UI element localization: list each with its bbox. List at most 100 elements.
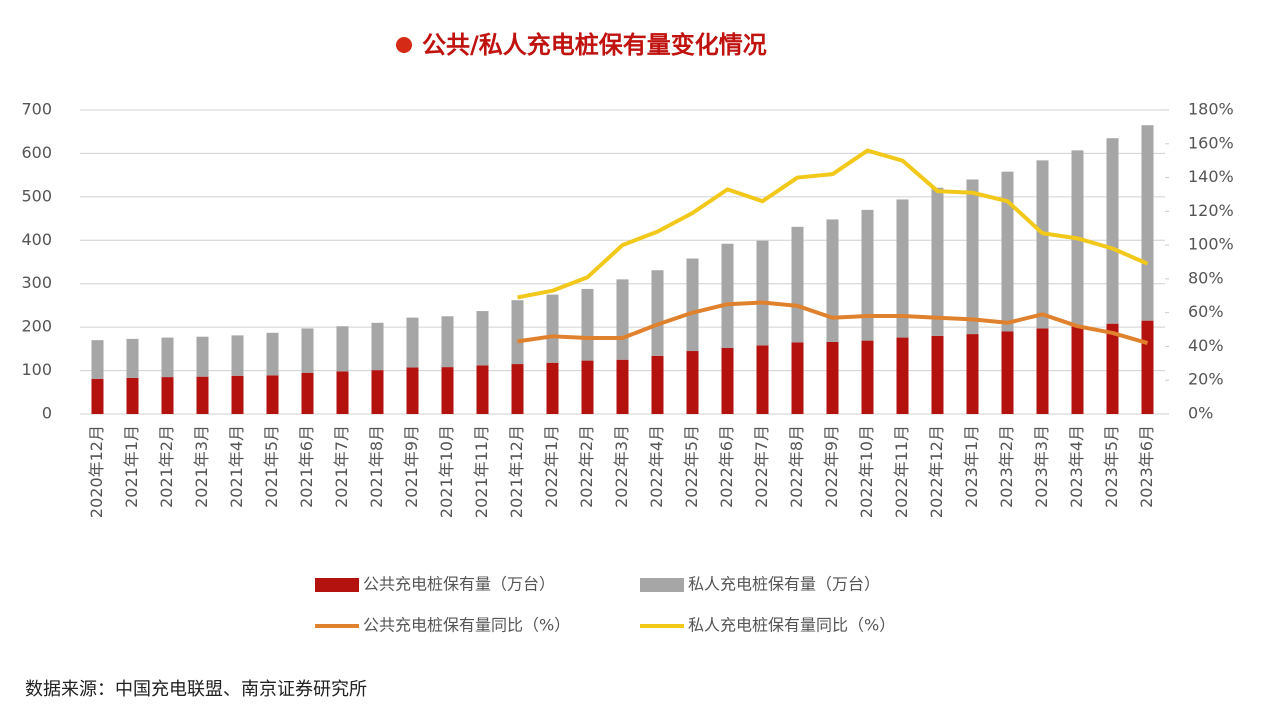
- bar: [1141, 125, 1154, 321]
- y-tick-label: 100: [21, 360, 52, 379]
- bar: [966, 179, 979, 335]
- bar: [161, 337, 174, 378]
- y2-tick-label: 40%: [1188, 336, 1224, 355]
- legend-label: 公共充电桩保有量同比（%）: [363, 616, 570, 635]
- bar: [546, 294, 559, 363]
- x-tick-label: 2022年1月: [542, 425, 561, 508]
- x-tick-label: 2023年4月: [1067, 425, 1086, 508]
- legend-label: 私人充电桩保有量同比（%）: [688, 616, 895, 635]
- bar: [931, 335, 944, 414]
- x-tick-label: 2022年10月: [857, 425, 876, 518]
- bar: [1106, 138, 1119, 324]
- x-tick-label: 2022年6月: [717, 425, 736, 508]
- bar: [791, 226, 804, 343]
- bar: [336, 371, 349, 414]
- x-tick-label: 2022年5月: [682, 425, 701, 508]
- bar: [581, 360, 594, 414]
- y-tick-label: 0: [42, 404, 52, 423]
- bar: [616, 279, 629, 360]
- x-tick-label: 2022年9月: [822, 425, 841, 508]
- bar: [301, 328, 314, 373]
- bar: [651, 355, 664, 414]
- bar: [511, 300, 524, 365]
- bar: [231, 375, 244, 414]
- x-tick-label: 2021年11月: [472, 425, 491, 518]
- bar: [826, 341, 839, 414]
- source: 数据来源：中国充电联盟、南京证券研究所: [25, 679, 367, 700]
- bar: [966, 334, 979, 414]
- bar: [721, 347, 734, 414]
- bar: [266, 332, 279, 376]
- y-tick-label: 600: [21, 143, 52, 162]
- x-tick-label: 2021年4月: [227, 425, 246, 508]
- bar: [371, 370, 384, 414]
- bar: [126, 377, 139, 414]
- bar: [511, 364, 524, 414]
- x-tick-label: 2022年8月: [787, 425, 806, 508]
- x-tick-label: 2021年9月: [402, 425, 421, 508]
- bar: [896, 337, 909, 414]
- x-tick-label: 2023年2月: [997, 425, 1016, 508]
- x-tick-label: 2023年3月: [1032, 425, 1051, 508]
- bar: [686, 258, 699, 352]
- bar: [896, 199, 909, 338]
- line: [517, 148, 1149, 300]
- bar: [126, 338, 139, 378]
- x-tick-label: 2022年2月: [577, 425, 596, 508]
- y-tick-label: 300: [21, 273, 52, 292]
- x-tick-label: 2021年12月: [507, 425, 526, 518]
- legend-swatch: [640, 578, 684, 592]
- bar: [441, 367, 454, 414]
- bar: [266, 375, 279, 414]
- bar: [756, 345, 769, 414]
- bar: [476, 311, 489, 366]
- bar: [931, 187, 944, 336]
- y2-tick-label: 140%: [1188, 167, 1234, 186]
- y2-tick-label: 180%: [1188, 100, 1234, 119]
- bar: [301, 372, 314, 414]
- x-tick-label: 2022年3月: [612, 425, 631, 508]
- x-tick-label: 2021年2月: [157, 425, 176, 508]
- y2-tick-label: 100%: [1188, 235, 1234, 254]
- bar: [1141, 320, 1154, 414]
- bar: [406, 367, 419, 414]
- x-tick-label: 2021年5月: [262, 425, 281, 508]
- y2-tick-label: 60%: [1188, 302, 1224, 321]
- x-tick-label: 2021年7月: [332, 425, 351, 508]
- line: [517, 300, 1149, 345]
- x-tick-label: 2021年6月: [297, 425, 316, 508]
- y2-tick-label: 160%: [1188, 133, 1234, 152]
- bar: [371, 322, 384, 371]
- bar: [196, 376, 209, 414]
- bar: [791, 342, 804, 414]
- x-tick-label: 2023年1月: [962, 425, 981, 508]
- x-tick-label: 2022年4月: [647, 425, 666, 508]
- y-tick-label: 700: [21, 100, 52, 119]
- x-tick-label: 2021年8月: [367, 425, 386, 508]
- bar: [196, 336, 209, 377]
- bar: [616, 359, 629, 414]
- bar: [91, 340, 104, 379]
- bar: [1036, 328, 1049, 414]
- bar: [161, 377, 174, 414]
- bar: [581, 288, 594, 361]
- bar: [441, 316, 454, 368]
- y-tick-label: 500: [21, 186, 52, 205]
- bar: [651, 270, 664, 356]
- x-tick-label: 2022年11月: [892, 425, 911, 518]
- bar: [336, 326, 349, 372]
- x-tick-label: 2021年10月: [437, 425, 456, 518]
- x-tick-label: 2021年1月: [122, 425, 141, 508]
- x-tick-label: 2020年12月: [87, 425, 106, 518]
- legend-label: 私人充电桩保有量（万台）: [688, 575, 880, 594]
- bar: [1071, 326, 1084, 414]
- bar: [756, 240, 769, 346]
- legend-swatch: [315, 578, 359, 592]
- y2-tick-label: 120%: [1188, 201, 1234, 220]
- bar: [1106, 323, 1119, 414]
- x-tick-label: 2023年6月: [1137, 425, 1156, 508]
- bar: [546, 362, 559, 414]
- y2-tick-label: 0%: [1188, 404, 1213, 423]
- y2-tick-label: 20%: [1188, 370, 1224, 389]
